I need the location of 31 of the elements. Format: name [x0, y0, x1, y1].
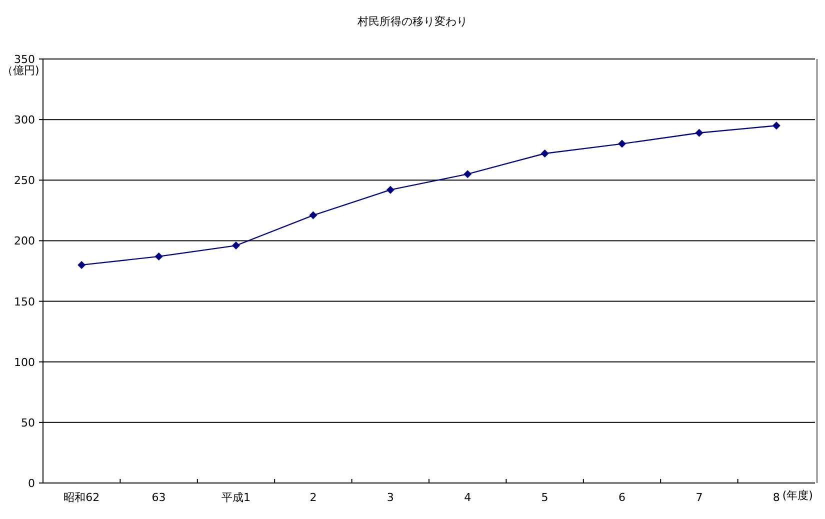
point — [232, 242, 240, 250]
point — [78, 260, 86, 269]
y-tick-label: 150 — [14, 295, 35, 308]
y-tick-label: 300 — [14, 114, 35, 127]
y-tick-label: 350 — [14, 53, 35, 66]
point — [464, 170, 472, 178]
x-tick-label: 2 — [310, 491, 317, 504]
y-tick-label: 0 — [28, 477, 35, 490]
y-tick-label: 100 — [14, 356, 35, 369]
x-tick-label: 63 — [152, 491, 166, 504]
x-tick-label: 4 — [464, 491, 472, 504]
y-tick-label: 200 — [14, 234, 35, 248]
x-tick-label: 5 — [541, 491, 548, 504]
x-tick-label: 8 — [772, 491, 780, 504]
point — [618, 140, 626, 148]
x-tick-label: 昭和62 — [64, 491, 100, 504]
y-tick-label: 50 — [21, 416, 35, 430]
x-tick-label: 7 — [696, 491, 703, 504]
point — [154, 252, 163, 260]
x-tick-label: 3 — [386, 491, 394, 504]
x-tick-label: 6 — [618, 491, 626, 504]
x-tick-label: 平成1 — [222, 491, 250, 504]
y-tick-label: 250 — [14, 174, 35, 188]
chart-title: 村民所得の移り変わり — [356, 15, 468, 28]
point — [695, 128, 704, 137]
y-axis-title: （億円) — [2, 64, 40, 77]
x-axis-title: (年度) — [782, 489, 813, 502]
point — [309, 211, 318, 220]
point — [386, 186, 394, 194]
point — [540, 149, 549, 158]
point — [772, 122, 780, 130]
